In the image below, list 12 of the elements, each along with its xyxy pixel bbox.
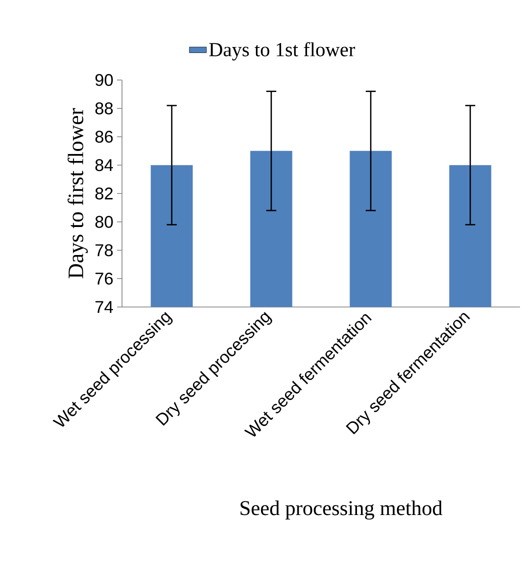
y-tick-label: 76 <box>96 272 113 285</box>
y-tick-label: 80 <box>95 216 113 228</box>
y-tick-label: 84 <box>95 159 113 172</box>
y-tick-label: 74 <box>96 301 113 313</box>
y-tick-label: 78 <box>96 244 113 256</box>
y-axis-title: Days to first flower <box>68 108 88 278</box>
y-tick-label: 86 <box>95 130 113 143</box>
x-axis-title: Seed processing method <box>240 500 442 520</box>
legend-label: Days to 1st flower <box>209 42 356 60</box>
y-tick-label: 90 <box>95 74 113 86</box>
y-tick-label: 88 <box>95 102 113 114</box>
y-tick-label: 82 <box>95 187 113 200</box>
